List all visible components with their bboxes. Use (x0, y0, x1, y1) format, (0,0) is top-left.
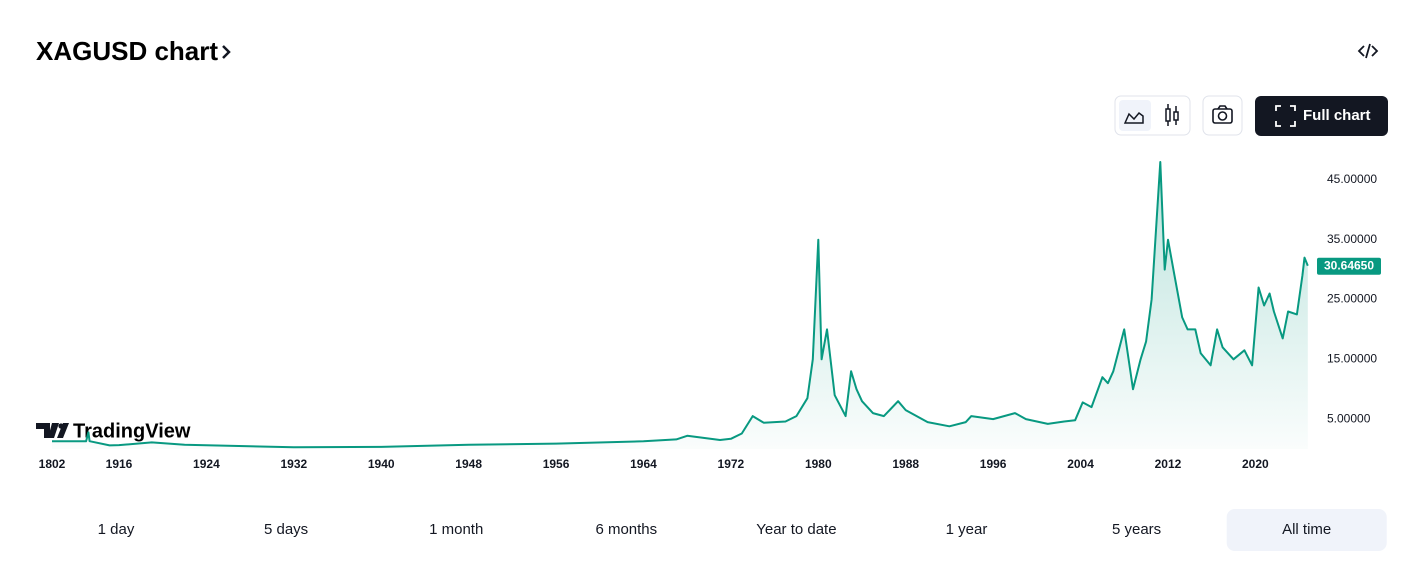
range-button[interactable]: 5 days (264, 521, 308, 538)
range-button[interactable]: Year to date (756, 521, 836, 538)
fullscreen-icon (1275, 105, 1296, 127)
y-tick-label: 5.00000 (1327, 411, 1371, 425)
y-tick-label: 35.00000 (1327, 232, 1377, 246)
x-tick-label: 2020 (1242, 457, 1269, 471)
line-style-button[interactable] (1119, 100, 1151, 131)
x-tick-label: 1940 (368, 457, 395, 471)
range-button[interactable]: 1 month (429, 521, 483, 538)
camera-icon (1212, 105, 1233, 124)
range-button[interactable]: 5 years (1112, 521, 1161, 538)
logo-text: TradingView (73, 420, 191, 442)
x-tick-label: 2012 (1155, 457, 1182, 471)
range-button[interactable]: 6 months (595, 521, 657, 538)
last-price-label: 30.64650 (1324, 258, 1374, 272)
x-tick-label: 1964 (630, 457, 657, 471)
x-tick-label: 1802 (39, 457, 66, 471)
x-tick-label: 1916 (106, 457, 133, 471)
x-tick-label: 1932 (280, 457, 307, 471)
title[interactable]: XAGUSD chart (36, 36, 218, 66)
x-tick-label: 1924 (193, 457, 220, 471)
price-line (52, 161, 1309, 449)
x-tick-label: 1996 (980, 457, 1007, 471)
y-tick-label: 25.00000 (1327, 292, 1377, 306)
y-tick-label: 15.00000 (1327, 351, 1377, 365)
y-tick-label: 45.00000 (1327, 172, 1377, 186)
full-chart-label: Full chart (1303, 107, 1371, 124)
title-chevron (222, 45, 231, 59)
range-button[interactable]: All time (1282, 521, 1331, 538)
range-button[interactable]: 1 day (98, 521, 135, 538)
last-price-box (1317, 257, 1381, 275)
logo: TradingView (36, 420, 191, 442)
full-chart-button[interactable] (1255, 96, 1388, 136)
line-icon (1123, 111, 1144, 124)
x-tick-label: 1988 (892, 457, 919, 471)
x-tick-label: 1980 (805, 457, 832, 471)
x-tick-label: 2004 (1067, 457, 1094, 471)
x-tick-label: 1972 (718, 457, 745, 471)
embed-icon[interactable] (1357, 43, 1379, 59)
x-tick-label: 1948 (455, 457, 482, 471)
range-selected (1226, 509, 1387, 551)
x-tick-label: 1956 (543, 457, 570, 471)
range-button[interactable]: 1 year (946, 521, 988, 538)
candle-button[interactable] (1165, 104, 1179, 126)
snapshot-button[interactable] (1202, 95, 1243, 136)
area (52, 162, 1308, 449)
